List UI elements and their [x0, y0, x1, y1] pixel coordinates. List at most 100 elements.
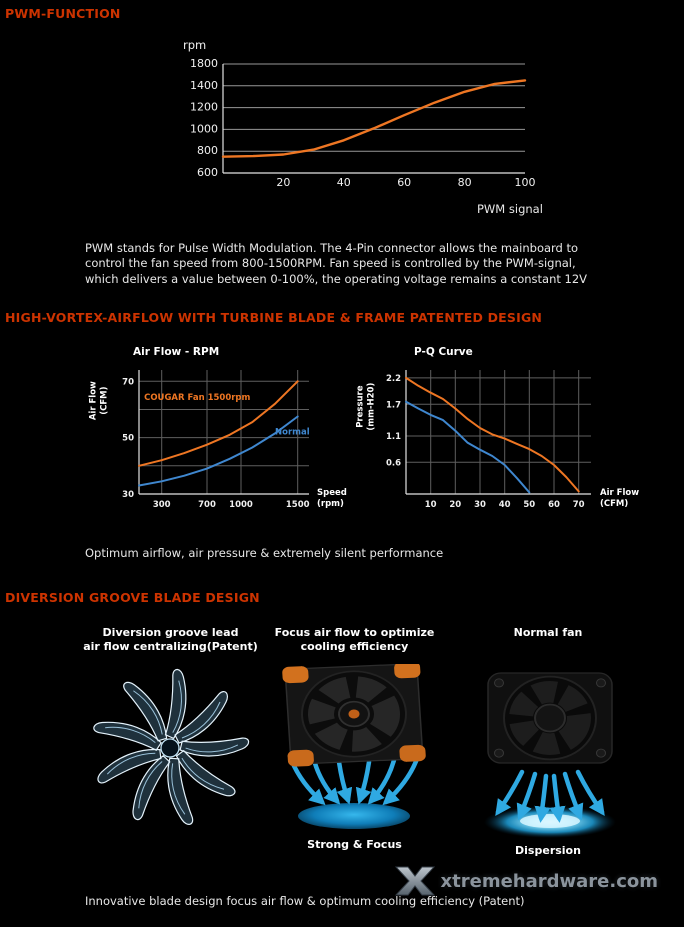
y-tick-label: 600 — [197, 166, 218, 179]
fan-caption-line1: Focus air flow to optimize — [274, 626, 435, 639]
airflow-arrow — [516, 771, 538, 821]
pq-curve-chart: P-Q Curve Pressure (mm-H20) 2.2 1.7 1.1 0.6… — [352, 344, 657, 534]
diversion-blade-fan-illustration — [93, 668, 250, 825]
airflow-arrow — [367, 757, 397, 805]
cougar-fan-airflow-illustration — [282, 664, 426, 829]
fan-blades — [93, 668, 250, 825]
chart-title: P-Q Curve — [414, 346, 473, 358]
fan-blade — [175, 749, 236, 797]
y-tick-label: 50 — [122, 434, 134, 444]
normal-fan-body — [487, 672, 613, 764]
cougar-fan-body — [282, 664, 426, 767]
pq-curve-line-chart: 2.2 1.7 1.1 0.6 10 20 30 40 50 60 70 — [386, 370, 591, 510]
orange-corner-pad — [287, 749, 314, 767]
x-tick-label: 80 — [458, 176, 472, 189]
fan-hub — [160, 738, 180, 758]
fan-caption-line1: Normal fan — [513, 626, 583, 639]
series-label: Normal — [275, 428, 310, 438]
orange-corner-pad — [394, 664, 421, 679]
x-tick-label: 60 — [397, 176, 411, 189]
section-title-pwm-function: PWM-FUNCTION — [5, 6, 121, 21]
x-tick-label: 30 — [474, 500, 486, 510]
focused-airflow-pool — [298, 803, 410, 829]
x-tick-label: 20 — [449, 500, 461, 510]
y-tick-label: 1400 — [190, 79, 218, 92]
airflow-arrow — [495, 769, 525, 816]
vortex-description-text: Optimum airflow, air pressure & extremel… — [85, 546, 444, 560]
airflow-arrow — [534, 773, 551, 823]
x-axis-label: Speed (rpm) — [317, 488, 347, 509]
diverging-airflow-arrows — [495, 769, 605, 823]
x-tick-label: 40 — [337, 176, 351, 189]
pwm-chart-y-unit-label: rpm — [183, 38, 207, 52]
fan-caption: Normal fan — [458, 626, 638, 658]
fan-hub — [534, 703, 566, 733]
fan-caption-line2: air flow centralizing(Patent) — [83, 640, 258, 654]
glow-core — [520, 814, 580, 828]
watermark: xtremehardware.com — [394, 866, 658, 896]
y-tick-label: 1200 — [190, 101, 218, 114]
y-axis-label: Pressure (mm-H20) — [355, 382, 376, 431]
airflow-rpm-line-chart: 70 50 30 300 700 1000 1500 COUGAR Fan 1500rpm No… — [122, 370, 310, 510]
fan-blade — [123, 681, 168, 742]
y-tick-label: 2.2 — [386, 374, 401, 384]
airflow-arrow — [336, 759, 353, 805]
y-tick-label: 30 — [122, 490, 134, 500]
airflow-arrow — [575, 769, 605, 816]
chart-title: Air Flow - RPM — [133, 346, 220, 358]
xtremehardware-x-logo-icon — [394, 866, 435, 896]
x-tick-label: 100 — [515, 176, 536, 189]
series-line — [138, 380, 299, 467]
airflow-rpm-chart: Air Flow - RPM Air Flow (CFM) 70 50 30 300 7… — [85, 344, 355, 534]
series-line — [405, 400, 531, 494]
y-tick-label: 1.1 — [386, 432, 401, 442]
y-tick-label: 70 — [122, 377, 134, 387]
series-line — [138, 415, 299, 487]
y-axis-label: Air Flow (CFM) — [88, 381, 109, 421]
fan-blade — [97, 748, 162, 784]
airflow-arrow — [355, 759, 372, 805]
y-tick-label: 0.6 — [386, 458, 401, 468]
airflow-arrow — [549, 773, 566, 823]
x-axis-label: Air Flow (CFM) — [600, 488, 640, 509]
fan-caption-line2: cooling efficiency — [300, 640, 409, 654]
x-tick-label: 50 — [523, 500, 535, 510]
screw — [596, 748, 606, 758]
fan-blades — [308, 676, 400, 752]
x-tick-label: 20 — [276, 176, 290, 189]
orange-corner-pad — [399, 744, 426, 762]
orange-corner-pad — [282, 666, 309, 684]
x-tick-label: 10 — [425, 500, 437, 510]
screw — [494, 678, 504, 688]
x-tick-label: 700 — [198, 500, 216, 510]
section-title-high-vortex-airflow: HIGH-VORTEX-AIRFLOW WITH TURBINE BLADE &… — [5, 310, 543, 325]
watermark-text: xtremehardware.com — [440, 870, 658, 892]
x-tick-label: 300 — [153, 500, 171, 510]
normal-fan-airflow-illustration — [484, 672, 616, 838]
series-line — [221, 79, 527, 158]
y-tick-label: 1000 — [190, 122, 218, 135]
focused-airflow-column: Focus air flow to optimize cooling effic… — [262, 626, 447, 851]
normal-fan-column: Normal fan — [458, 626, 638, 857]
pwm-chart-x-axis-label: PWM signal — [477, 202, 543, 216]
fan-blade — [164, 668, 187, 740]
x-tick-label: 1500 — [286, 500, 310, 510]
fan-blade — [174, 690, 229, 744]
fan-caption: Focus air flow to optimize cooling effic… — [262, 626, 447, 658]
airflow-arrow — [562, 771, 584, 821]
y-tick-label: 1.7 — [386, 400, 401, 410]
fan-blade — [179, 737, 250, 757]
y-tick-label: 800 — [197, 144, 218, 157]
x-tick-label: 40 — [499, 500, 511, 510]
series-line — [405, 376, 580, 493]
fan-blade — [132, 754, 171, 821]
fan-blade — [167, 757, 194, 825]
airflow-result-label: Dispersion — [515, 844, 581, 857]
series-label: COUGAR Fan 1500rpm — [144, 393, 250, 403]
y-tick-label: 1800 — [190, 57, 218, 70]
fan-caption: Diversion groove lead air flow centraliz… — [58, 626, 283, 658]
screw — [494, 748, 504, 758]
diversion-fan-column: Diversion groove lead air flow centraliz… — [58, 626, 283, 829]
diversion-description-text: Innovative blade design focus air flow &… — [85, 894, 525, 908]
fan-caption-line1: Diversion groove lead — [102, 626, 239, 639]
